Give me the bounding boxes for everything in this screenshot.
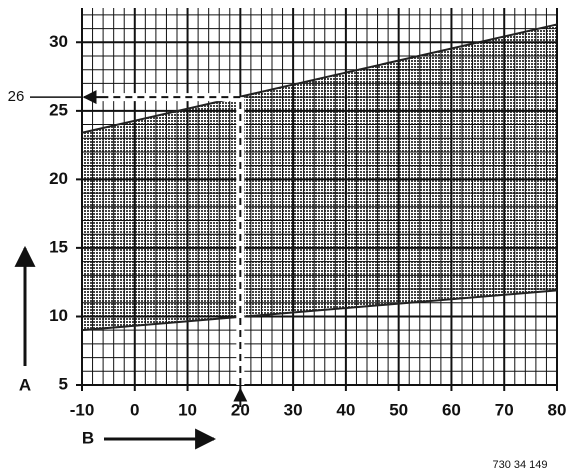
- x-tick-label: 10: [178, 400, 197, 419]
- x-axis-label: B: [82, 428, 94, 447]
- x-tick-label: 60: [442, 400, 461, 419]
- annotation-bg: [236, 97, 245, 385]
- x-tick-label: 70: [495, 400, 514, 419]
- footnote: 730 34 149: [492, 459, 547, 471]
- y-axis-label: A: [19, 375, 31, 394]
- x-tick-label: 0: [130, 400, 139, 419]
- y-tick-label: 30: [49, 32, 68, 51]
- y-tick-label: 10: [49, 306, 68, 325]
- x-tick-label: 80: [548, 400, 567, 419]
- x-tick-label: 30: [284, 400, 303, 419]
- upper-line: [81, 23, 558, 134]
- y-tick-label: 15: [49, 237, 68, 256]
- x-tick-label: 20: [231, 400, 250, 419]
- y-tick-label: 5: [59, 374, 68, 393]
- band: [82, 24, 557, 331]
- annotation-bg: [83, 93, 240, 102]
- x-tick-label: 50: [389, 400, 408, 419]
- lower-line: [81, 289, 558, 332]
- y-tick-label: 20: [49, 169, 68, 188]
- annotation-label: 26: [8, 88, 25, 105]
- x-tick-label: -10: [70, 400, 95, 419]
- y-tick-label: 25: [49, 100, 68, 119]
- x-tick-label: 40: [336, 400, 355, 419]
